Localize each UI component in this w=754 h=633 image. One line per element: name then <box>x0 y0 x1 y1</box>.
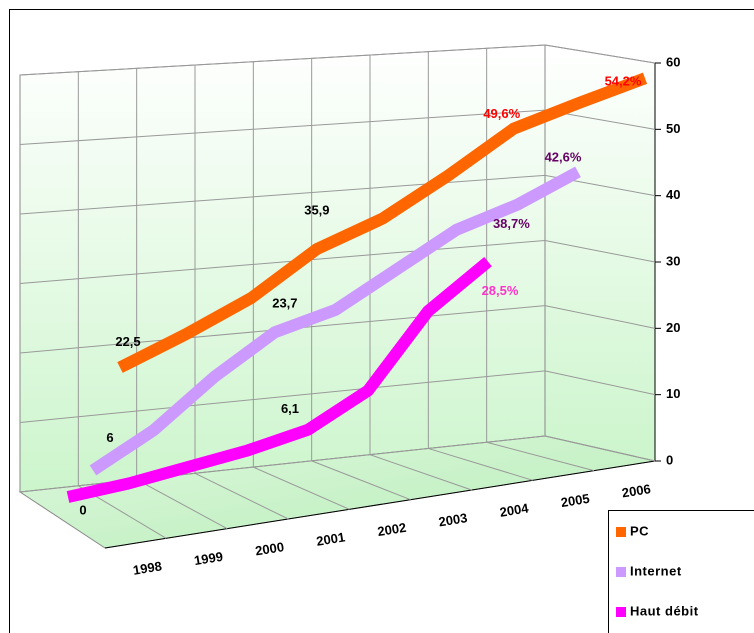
legend <box>608 510 754 633</box>
legend-label: Internet <box>630 563 682 578</box>
series-line <box>117 72 648 373</box>
x-tick-label: 2004 <box>499 500 531 519</box>
grid-line <box>544 435 656 462</box>
grid-line <box>194 472 289 520</box>
grid-line <box>253 466 350 510</box>
grid-line <box>19 240 546 284</box>
x-axis <box>104 460 656 549</box>
x-tick-label: 2000 <box>254 539 285 558</box>
grid-line <box>19 109 546 145</box>
grid-line <box>19 44 546 76</box>
x-tick-label: 2005 <box>560 491 591 510</box>
x-tick-label: 1999 <box>193 549 224 568</box>
data-label: 6,1 <box>281 401 299 416</box>
grid-line <box>136 479 228 530</box>
y-tick-label: 30 <box>666 253 680 268</box>
data-label: 35,9 <box>304 202 329 217</box>
grid-line <box>311 460 411 501</box>
grid-line <box>544 44 656 64</box>
y-tick-label: 10 <box>666 386 680 401</box>
data-label: 38,7% <box>493 216 530 231</box>
data-label: 54,2% <box>605 74 642 89</box>
data-label: 49,6% <box>483 106 520 121</box>
y-tick-label: 0 <box>666 452 673 467</box>
grid-line <box>486 441 595 472</box>
grid-line <box>19 370 546 423</box>
series-line <box>66 257 492 503</box>
y-tick-label: 20 <box>666 320 680 335</box>
data-label: 6 <box>106 430 113 445</box>
legend-swatch <box>616 527 626 537</box>
data-label: 42,6% <box>545 149 582 164</box>
grid-line <box>428 447 533 481</box>
x-tick-label: 2003 <box>437 510 468 529</box>
y-tick-label: 60 <box>666 54 680 69</box>
data-label: 23,7 <box>272 296 297 311</box>
chart-border <box>9 9 754 633</box>
data-label: 28,5% <box>482 283 519 298</box>
y-tick-label: 50 <box>666 121 680 136</box>
data-label: 22,5 <box>115 334 140 349</box>
grid-line <box>544 305 656 329</box>
grid-line <box>369 454 472 491</box>
data-label: 0 <box>79 502 86 517</box>
x-tick-label: 2001 <box>315 529 346 548</box>
legend-swatch <box>616 607 626 617</box>
legend-label: Haut débit <box>630 603 699 618</box>
x-tick-label: 2002 <box>376 520 407 539</box>
grid-line <box>19 174 546 215</box>
x-tick-label: 2006 <box>621 481 652 500</box>
grid-line <box>544 370 656 396</box>
grid-line <box>544 240 656 263</box>
x-tick-label: 1998 <box>132 558 163 577</box>
legend-label: PC <box>630 523 649 538</box>
series-line <box>89 166 581 476</box>
legend-swatch <box>616 567 626 577</box>
y-tick-label: 40 <box>666 187 680 202</box>
